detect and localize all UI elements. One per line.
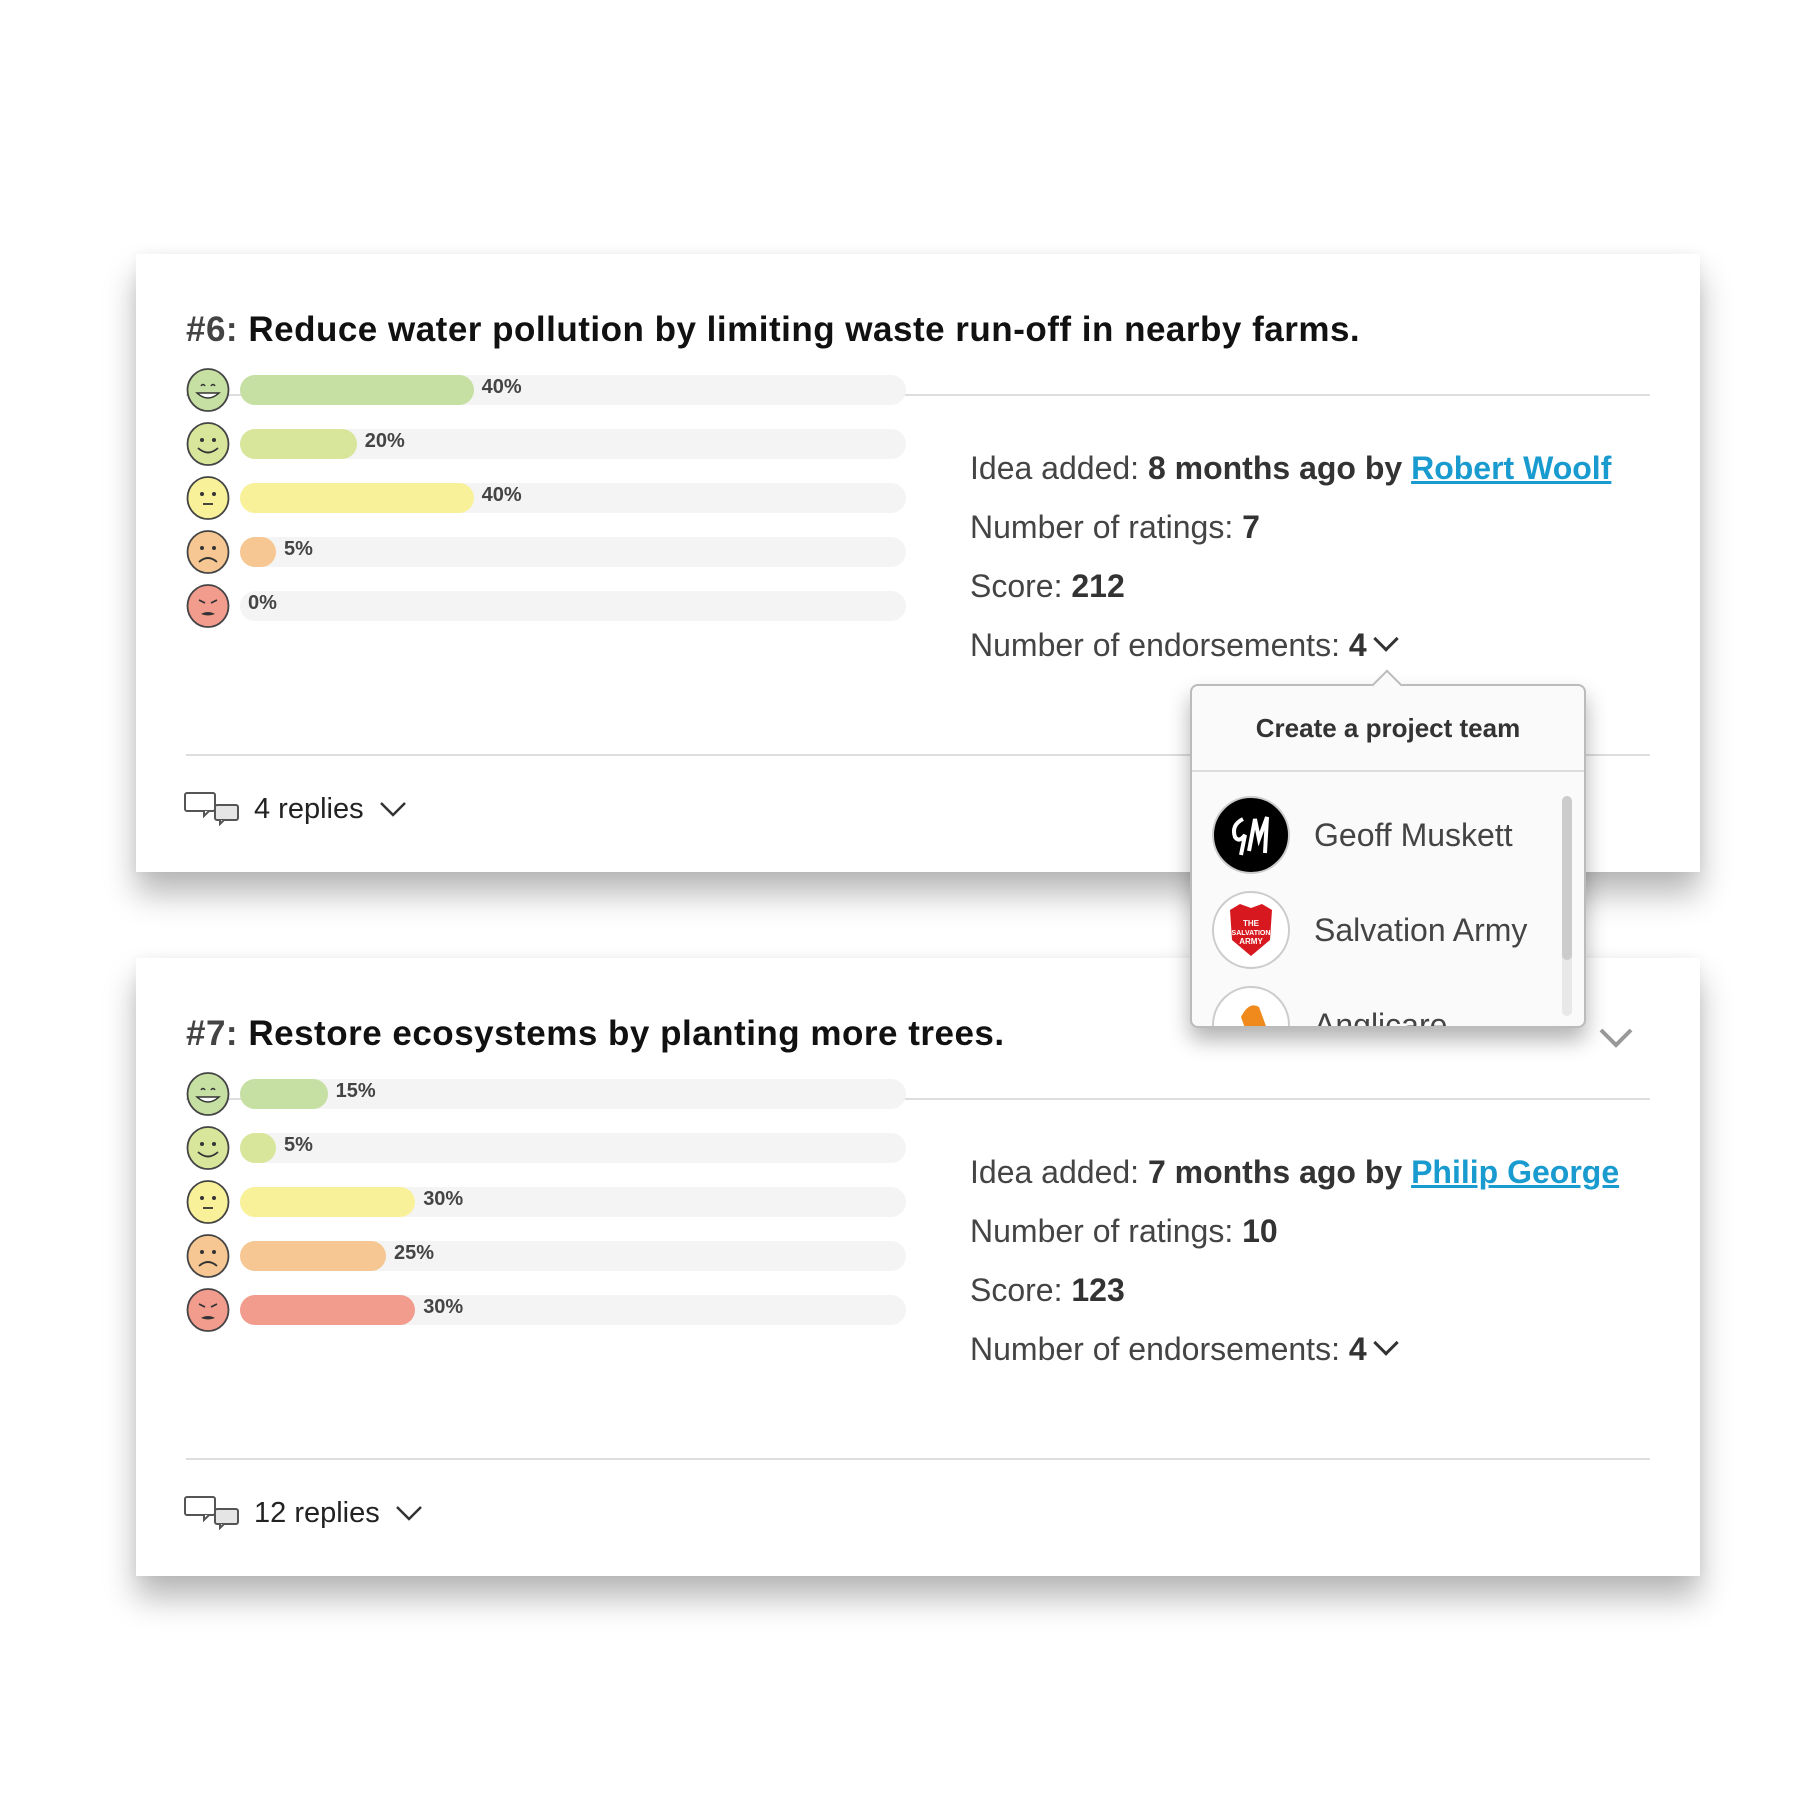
rating-bar-track — [240, 1295, 906, 1325]
rating-bar-fill — [240, 483, 474, 513]
chevron-down-icon[interactable] — [1598, 1026, 1634, 1050]
salvation-army-logo: THE SALVATION ARMY — [1212, 891, 1290, 969]
neutral-face-icon — [186, 476, 230, 520]
neutral-face-icon — [186, 1180, 230, 1224]
rating-row: 20% — [186, 422, 906, 476]
divider — [186, 394, 1650, 396]
idea-title: #7: Restore ecosystems by planting more … — [186, 1014, 1005, 1053]
divider — [186, 1458, 1650, 1460]
rating-bar-fill — [240, 1133, 276, 1163]
rating-row: 25% — [186, 1234, 906, 1288]
rating-bar-track — [240, 483, 906, 513]
replies-label: 12 replies — [254, 1496, 380, 1529]
chevron-down-icon — [379, 802, 406, 817]
rating-percent: 0% — [248, 592, 277, 614]
rating-row: 5% — [186, 1126, 906, 1180]
endorser-item[interactable]: Anglicare — [1212, 986, 1447, 1026]
replies-label: 4 replies — [254, 792, 364, 825]
endorsements-toggle[interactable]: Number of endorsements: 4 — [970, 626, 1611, 686]
rating-row: 0% — [186, 584, 906, 638]
popup-scrollbar[interactable] — [1562, 796, 1572, 1016]
idea-meta: Idea added: 8 months ago by Robert Woolf… — [970, 450, 1611, 686]
divider — [186, 1098, 1650, 1100]
rating-row: 40% — [186, 368, 906, 422]
rating-row: 40% — [186, 476, 906, 530]
rating-bar-track — [240, 591, 906, 621]
rating-bar-fill — [240, 375, 474, 405]
replies-toggle[interactable]: 12 replies — [184, 1496, 424, 1530]
idea-card-7: #7: Restore ecosystems by planting more … — [136, 958, 1700, 1576]
endorsements-popup: Create a project team Geoff Muskett THE S… — [1190, 684, 1586, 1028]
rating-bar-fill — [240, 429, 357, 459]
rating-percent: 30% — [423, 1296, 464, 1318]
happy-face-icon — [186, 1126, 230, 1170]
rating-percent: 5% — [284, 538, 313, 560]
rating-row: 5% — [186, 530, 906, 584]
rating-percent: 40% — [481, 484, 522, 506]
rating-bar-fill — [240, 537, 276, 567]
angry-face-icon — [186, 1288, 230, 1332]
rating-bars: 40% 20% 40% 5% 0% — [186, 368, 906, 638]
chevron-down-icon — [1372, 626, 1399, 652]
idea-meta: Idea added: 7 months ago by Philip Georg… — [970, 1154, 1619, 1390]
endorser-item[interactable]: Geoff Muskett — [1212, 796, 1513, 874]
endorsements-toggle[interactable]: Number of endorsements: 4 — [970, 1330, 1619, 1390]
rating-percent: 25% — [394, 1242, 435, 1264]
rating-row: 30% — [186, 1288, 906, 1342]
create-project-team-button[interactable]: Create a project team — [1192, 686, 1584, 772]
sad-face-icon — [186, 530, 230, 574]
sad-face-icon — [186, 1234, 230, 1278]
rating-percent: 15% — [335, 1080, 376, 1102]
rating-row: 30% — [186, 1180, 906, 1234]
rating-bar-track — [240, 1133, 906, 1163]
rating-bar-track — [240, 1079, 906, 1109]
very-happy-face-icon — [186, 368, 230, 412]
rating-percent: 30% — [423, 1188, 464, 1210]
rating-bars: 15% 5% 30% 25% 30% — [186, 1072, 906, 1342]
chevron-down-icon — [395, 1506, 422, 1521]
rating-bar-track — [240, 537, 906, 567]
author-link[interactable]: Robert Woolf — [1411, 450, 1612, 486]
rating-percent: 5% — [284, 1134, 313, 1156]
angry-face-icon — [186, 584, 230, 628]
anglicare-logo — [1212, 986, 1290, 1026]
very-happy-face-icon — [186, 1072, 230, 1116]
svg-text:THE: THE — [1243, 919, 1260, 928]
rating-bar-fill — [240, 1295, 416, 1325]
happy-face-icon — [186, 422, 230, 466]
divider — [186, 754, 1650, 756]
rating-bar-track — [240, 1241, 906, 1271]
rating-percent: 20% — [364, 430, 405, 452]
comments-icon — [184, 792, 239, 826]
scrollbar-thumb[interactable] — [1562, 796, 1572, 960]
idea-card-6: #6: Reduce water pollution by limiting w… — [136, 254, 1700, 872]
rating-bar-track — [240, 375, 906, 405]
rating-bar-track — [240, 1187, 906, 1217]
rating-bar-fill — [240, 1079, 328, 1109]
rating-bar-fill — [240, 1187, 416, 1217]
chevron-down-icon — [1372, 1330, 1399, 1356]
svg-text:SALVATION: SALVATION — [1232, 930, 1271, 937]
author-link[interactable]: Philip George — [1411, 1154, 1620, 1190]
rating-percent: 40% — [481, 376, 522, 398]
comments-icon — [184, 1496, 239, 1530]
rating-bar-fill — [240, 1241, 386, 1271]
svg-text:ARMY: ARMY — [1239, 937, 1263, 946]
idea-title: #6: Reduce water pollution by limiting w… — [186, 310, 1361, 349]
rating-row: 15% — [186, 1072, 906, 1126]
replies-toggle[interactable]: 4 replies — [184, 792, 408, 826]
rating-bar-track — [240, 429, 906, 459]
endorser-item[interactable]: THE SALVATION ARMY Salvation Army — [1212, 891, 1527, 969]
geoff-muskett-logo — [1212, 796, 1290, 874]
